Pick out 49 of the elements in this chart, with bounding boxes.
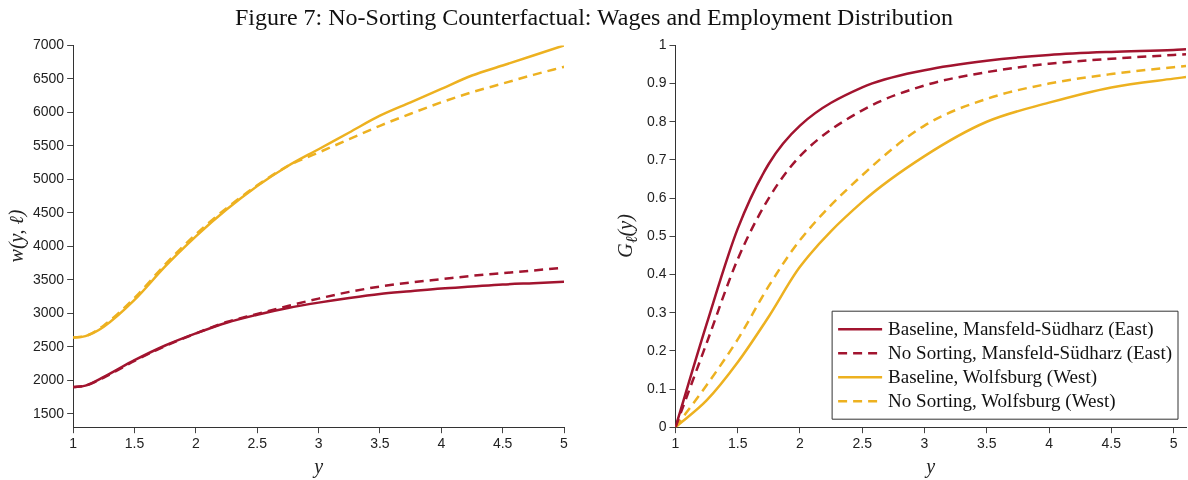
x-tick-label: 3.5 — [977, 435, 997, 452]
x-tick-label: 1.5 — [727, 435, 748, 452]
y-tick-label: 4500 — [32, 203, 65, 220]
y-tick-label: 7000 — [32, 36, 65, 53]
y-tick-label: 6500 — [32, 69, 65, 86]
y-tick-label: 5000 — [32, 170, 65, 187]
y-tick-label: 0.1 — [646, 379, 667, 396]
y-tick-label: 5500 — [32, 136, 65, 153]
x-tick-label: 4.5 — [492, 435, 513, 452]
y-tick-label: 0.6 — [646, 188, 667, 205]
y-tick-label: 0.2 — [646, 341, 667, 358]
chart-title: Figure 7: No-Sorting Counterfactual: Wages and Employment Distribution — [233, 4, 955, 31]
x-tick-label: 2 — [796, 435, 805, 452]
x-tick-label: 1.5 — [124, 435, 145, 452]
x-tick-label: 2.5 — [247, 435, 268, 452]
x-tick-label: 4 — [1045, 435, 1054, 452]
x-tick-label: 5 — [1169, 435, 1178, 452]
x-tick-label: 2.5 — [852, 435, 873, 452]
y-tick-label: 1500 — [32, 404, 65, 421]
y-tick-label: 0.5 — [646, 227, 667, 244]
y-tick-label: 6000 — [32, 103, 65, 120]
y-tick-label: 4000 — [32, 237, 65, 254]
x-tick-label: 3.5 — [370, 435, 390, 452]
y-tick-label: 0.4 — [646, 265, 667, 282]
y-tick-label: 0.8 — [646, 112, 667, 129]
y-tick-label: 1 — [658, 36, 667, 53]
y-tick-label: 0.3 — [646, 303, 667, 320]
x-axis-title: y — [312, 455, 324, 479]
x-tick-label: 3 — [314, 435, 323, 452]
x-axis-title: y — [924, 455, 936, 479]
legend-label: No Sorting, Mansfeld-Südharz (East) — [888, 342, 1172, 365]
legend-label: No Sorting, Wolfsburg (West) — [888, 390, 1116, 413]
y-tick-label: 2000 — [32, 371, 65, 388]
y-tick-label: 0.7 — [646, 150, 667, 167]
x-tick-label: 2 — [191, 435, 200, 452]
y-tick-label: 2500 — [32, 337, 65, 354]
y-axis-title: w(y, ℓ) — [4, 209, 28, 263]
legend-label: Baseline, Wolfsburg (West) — [888, 366, 1098, 389]
x-tick-label: 5 — [560, 435, 569, 452]
x-tick-label: 4 — [437, 435, 446, 452]
y-tick-label: 3500 — [32, 270, 65, 287]
y-tick-label: 3000 — [32, 304, 65, 321]
legend-label: Baseline, Mansfeld-Südharz (East) — [888, 318, 1154, 341]
y-tick-label: 0.9 — [646, 74, 667, 91]
x-tick-label: 1 — [69, 435, 78, 452]
x-tick-label: 4.5 — [1101, 435, 1122, 452]
x-tick-label: 1 — [671, 435, 680, 452]
y-tick-label: 0 — [658, 418, 667, 435]
x-tick-label: 3 — [920, 435, 929, 452]
